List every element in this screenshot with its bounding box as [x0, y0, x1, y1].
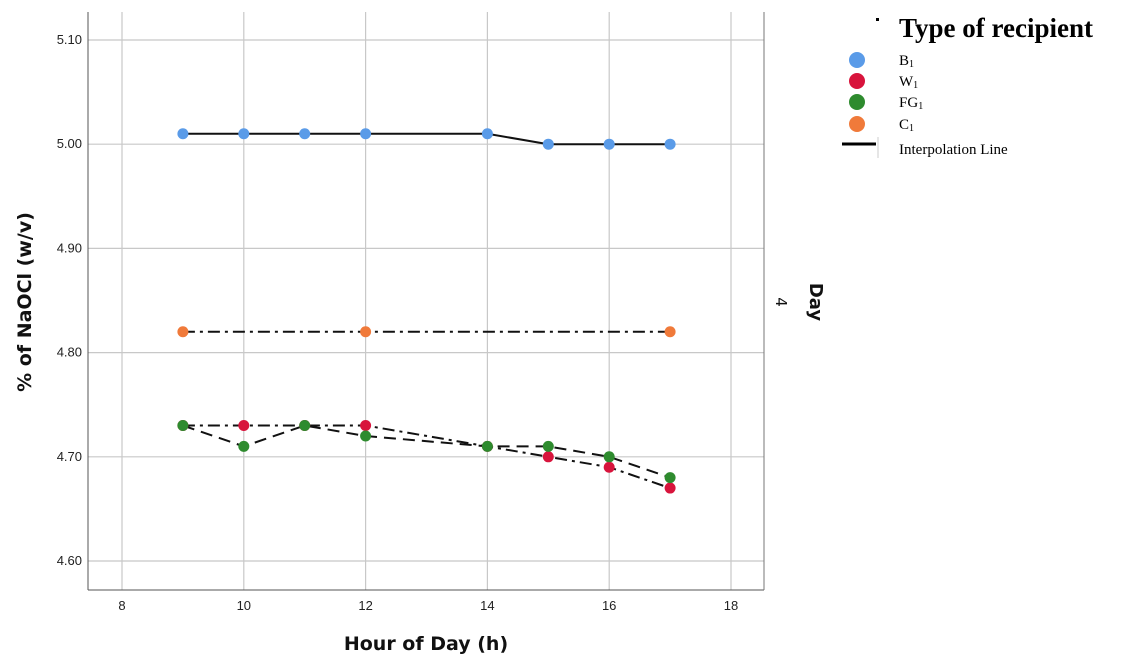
y-tick-label: 4.80: [57, 345, 82, 360]
legend-marker-dot: [876, 18, 879, 21]
point-b1: [299, 128, 311, 140]
point-fg1: [603, 451, 615, 463]
x-tick-label: 18: [724, 598, 738, 613]
axes: [87, 12, 765, 591]
point-b1: [481, 128, 493, 140]
legend-label-main: C: [899, 117, 909, 133]
x-tick-label: 10: [237, 598, 251, 613]
legend-label-main: W: [899, 74, 914, 90]
legend-swatch-c1: [849, 116, 865, 132]
y-tick-label: 5.10: [57, 32, 82, 47]
point-fg1: [542, 440, 554, 452]
point-w1: [603, 461, 615, 473]
point-b1: [542, 138, 554, 150]
legend-title: Type of recipient: [899, 13, 1093, 43]
point-fg1: [177, 420, 189, 432]
legend-swatch-b1: [849, 52, 865, 68]
x-tick-label: 16: [602, 598, 616, 613]
y-tick-label: 5.00: [57, 136, 82, 151]
point-fg1: [360, 430, 372, 442]
legend-label-subscript: 1: [909, 59, 914, 70]
point-b1: [603, 138, 615, 150]
legend-label-subscript: 1: [909, 123, 914, 134]
series-line-w1: [182, 424, 671, 490]
legend-swatch-w1: [849, 73, 865, 89]
point-w1: [542, 451, 554, 463]
panel-value: 4: [772, 297, 790, 307]
legend-label-main: FG: [899, 95, 918, 111]
legend-label-c1: C1: [899, 117, 914, 134]
point-b1: [360, 128, 372, 140]
series-points: [177, 128, 676, 494]
legend-interpolation-label: Interpolation Line: [899, 142, 1008, 158]
legend-label-subscript: 1: [918, 101, 923, 112]
legend-swatch-fg1: [849, 94, 865, 110]
point-fg1: [299, 420, 311, 432]
point-fg1: [664, 472, 676, 484]
point-c1: [664, 326, 676, 338]
legend-label-w1: W1: [899, 74, 918, 91]
grid-lines: [88, 12, 764, 590]
point-b1: [664, 138, 676, 150]
point-fg1: [238, 440, 250, 452]
legend-label-main: B: [899, 53, 909, 69]
y-tick-label: 4.60: [57, 553, 82, 568]
series-line-fg1: [182, 424, 671, 479]
point-w1: [360, 420, 372, 432]
point-c1: [177, 326, 189, 338]
x-tick-label: 14: [480, 598, 494, 613]
point-fg1: [481, 440, 493, 452]
point-w1: [238, 420, 250, 432]
point-w1: [664, 482, 676, 494]
panel-label: Day: [805, 283, 826, 322]
legend-label-b1: B1: [899, 53, 914, 70]
y-tick-label: 4.70: [57, 449, 82, 464]
y-axis-title: % of NaOCl (w/v): [14, 212, 36, 392]
point-b1: [177, 128, 189, 140]
series-line-b1: [182, 132, 671, 146]
y-tick-label: 4.90: [57, 240, 82, 255]
legend-label-subscript: 1: [913, 80, 918, 91]
x-tick-label: 12: [358, 598, 372, 613]
legend-label-fg1: FG1: [899, 95, 923, 112]
x-axis-title: Hour of Day (h): [344, 633, 508, 655]
point-c1: [360, 326, 372, 338]
tick-labels: 8 10 12 14 16 18 4.60 4.70 4.80 4.90 5.00 5.10: [57, 32, 739, 613]
series-lines: [182, 132, 671, 490]
point-b1: [238, 128, 250, 140]
x-tick-label: 8: [118, 598, 125, 613]
